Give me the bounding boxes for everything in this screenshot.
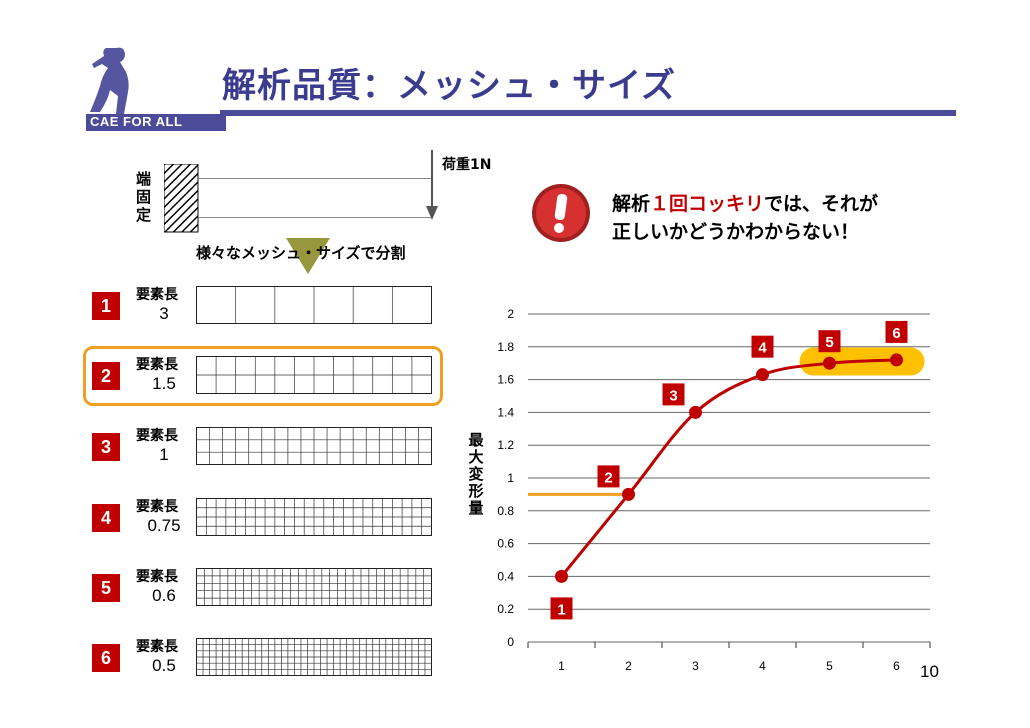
- point-label: 1: [557, 601, 565, 618]
- element-length-value: 1: [159, 445, 169, 464]
- message-part3: では、それが: [764, 193, 879, 215]
- y-tick-label: 1: [507, 471, 514, 485]
- y-tick-label: 0.4: [497, 569, 514, 583]
- chart-ylabel: 最大変形量: [468, 431, 484, 517]
- data-point: [555, 569, 568, 583]
- y-tick-label: 0.8: [497, 504, 514, 518]
- split-label: 様々なメッシュ・サイズで分割: [196, 244, 406, 262]
- point-label: 4: [758, 340, 767, 357]
- y-tick-label: 0.2: [497, 602, 514, 616]
- mesh-grid: [196, 356, 432, 394]
- point-label-badge: [662, 383, 685, 406]
- page-title: 解析品質：メッシュ・サイズ: [222, 66, 676, 106]
- element-length-value: 0.6: [152, 586, 176, 605]
- data-point: [756, 368, 769, 382]
- mesh-number-badge: 4: [92, 504, 120, 532]
- point-label: 6: [892, 325, 900, 342]
- load-label: 荷重1N: [442, 157, 492, 173]
- mesh-number-badge: 2: [92, 362, 120, 390]
- mesh-grid: [196, 498, 432, 536]
- mesh-number-badge: 6: [92, 644, 120, 672]
- y-tick-label: 1.8: [497, 340, 514, 354]
- point-label-badge: [818, 330, 841, 353]
- x-tick-label: 6: [893, 659, 900, 673]
- y-tick-label: 1.4: [497, 405, 514, 419]
- x-tick-label: 3: [692, 659, 699, 673]
- x-tick-label: 5: [826, 659, 833, 673]
- data-point: [823, 356, 836, 370]
- brand-bar: [86, 114, 226, 131]
- load-arrow-icon: [426, 150, 438, 220]
- y-tick-label: 1.2: [497, 438, 514, 452]
- title-underline: [220, 110, 956, 116]
- message-part1: 解析: [612, 193, 651, 215]
- element-length-label: 要素長: [136, 287, 178, 303]
- element-length-value: 0.5: [152, 656, 176, 675]
- element-length-label: 要素長: [136, 639, 178, 655]
- element-length-label: 要素長: [136, 499, 178, 515]
- x-tick-label: 2: [625, 659, 632, 673]
- data-point: [689, 405, 702, 419]
- fixed-wall-icon: [164, 164, 199, 233]
- point-label: 2: [604, 469, 612, 486]
- message-emphasis: １回コッキリ: [650, 193, 765, 215]
- element-length-value: 0.75: [147, 516, 181, 535]
- mesh-number-badge: 1: [92, 292, 120, 320]
- point-label-badge: [597, 465, 620, 488]
- y-tick-label: 0: [507, 635, 514, 649]
- mesh-grid: [196, 286, 432, 324]
- brand-text: CAE FOR ALL: [90, 114, 183, 129]
- element-length-label: 要素長: [136, 569, 178, 585]
- deflection-chart: 0 0.2 0.4 0.6 0.8 1 1.2 1.4 1.6 1.8 2 1 2 3 4 5 6 1 2 3 4 5 6: [497, 307, 931, 673]
- mesh-number-badge: 3: [92, 433, 120, 461]
- element-length-label: 要素長: [136, 428, 178, 444]
- exclamation-icon: [532, 184, 590, 242]
- data-point: [622, 487, 635, 501]
- x-tick-label: 1: [558, 659, 565, 673]
- element-length-value: 1.5: [152, 374, 176, 393]
- mesh-grid: [196, 638, 432, 676]
- mesh-number-badge: 5: [92, 574, 120, 602]
- data-point: [890, 353, 903, 367]
- element-length-value: 3: [159, 304, 169, 323]
- logo-figure-icon: [90, 47, 129, 114]
- page-number: 10: [920, 662, 939, 681]
- point-label: 5: [825, 334, 833, 351]
- y-tick-label: 1.6: [497, 373, 514, 387]
- mesh-grid: [196, 427, 432, 465]
- point-label: 3: [669, 387, 677, 404]
- split-arrow-icon: [286, 238, 330, 274]
- fixed-end-label: 端固定: [136, 170, 152, 224]
- y-tick-label: 0.6: [497, 537, 514, 551]
- beam-body: [198, 178, 432, 218]
- message-line2: 正しいかどうかわからない！: [612, 221, 860, 243]
- point-label-badge: [885, 320, 908, 343]
- point-label-badge: [751, 335, 774, 358]
- y-tick-label: 2: [507, 307, 514, 321]
- element-length-label: 要素長: [136, 357, 178, 373]
- selected-mesh-highlight: [83, 346, 443, 406]
- mesh-grid: [196, 568, 432, 606]
- warning-message: 解析１回コッキリでは、それが 正しいかどうかわからない！: [612, 190, 878, 246]
- point-label-badge: [550, 597, 573, 620]
- x-tick-label: 4: [759, 659, 766, 673]
